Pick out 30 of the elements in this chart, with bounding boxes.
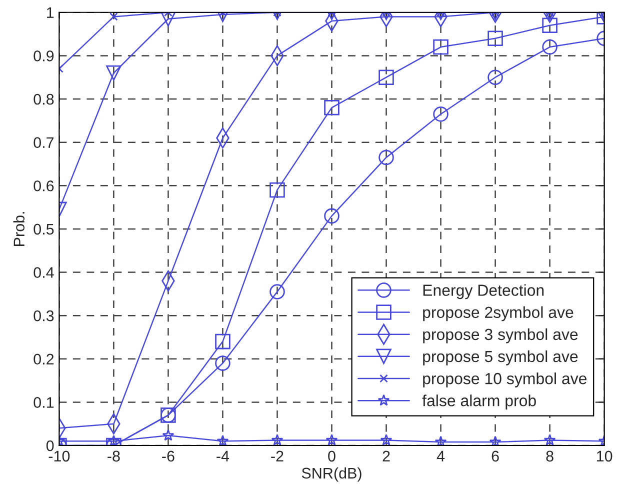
y-tick-label: 1 <box>46 7 54 18</box>
x-tick-label: -4 <box>216 450 230 462</box>
y-tick-label: 0.8 <box>34 94 54 105</box>
y-tick-label: 0.3 <box>34 310 54 322</box>
x-tick-label: 8 <box>546 450 554 462</box>
y-axis-title: Prob. <box>13 212 25 246</box>
legend-label: false alarm prob <box>422 394 536 410</box>
x-tick-label: 2 <box>382 450 390 462</box>
x-tick-label: -8 <box>108 450 120 462</box>
y-tick-label: 0 <box>46 440 54 452</box>
x-tick-label: 10 <box>596 450 612 462</box>
x-tick-label: 4 <box>436 450 445 462</box>
x-tick-label: 6 <box>492 450 499 462</box>
y-tick-label: 0.2 <box>34 354 54 365</box>
legend-label: propose 2symbol ave <box>423 306 574 322</box>
y-tick-label: 0.5 <box>34 224 54 235</box>
x-tick-label: -10 <box>48 450 70 462</box>
legend-label: propose 10 symbol ave <box>423 372 587 388</box>
y-tick-label: 0.1 <box>34 397 54 408</box>
x-tick-label: -6 <box>162 450 174 462</box>
y-tick-label: 0.4 <box>34 267 54 278</box>
legend-label: propose 5 symbol ave <box>423 350 578 366</box>
x-tick-label: 0 <box>328 450 336 462</box>
y-tick-label: 0.9 <box>34 50 54 62</box>
legend-label: propose 3 symbol ave <box>423 328 578 344</box>
legend-label: Energy Detection <box>423 284 544 300</box>
y-tick-label: 0.6 <box>34 180 54 192</box>
x-axis-title: SNR(dB) <box>302 467 362 482</box>
y-tick-label: 0.7 <box>34 137 54 148</box>
x-tick-label: -2 <box>271 450 284 462</box>
